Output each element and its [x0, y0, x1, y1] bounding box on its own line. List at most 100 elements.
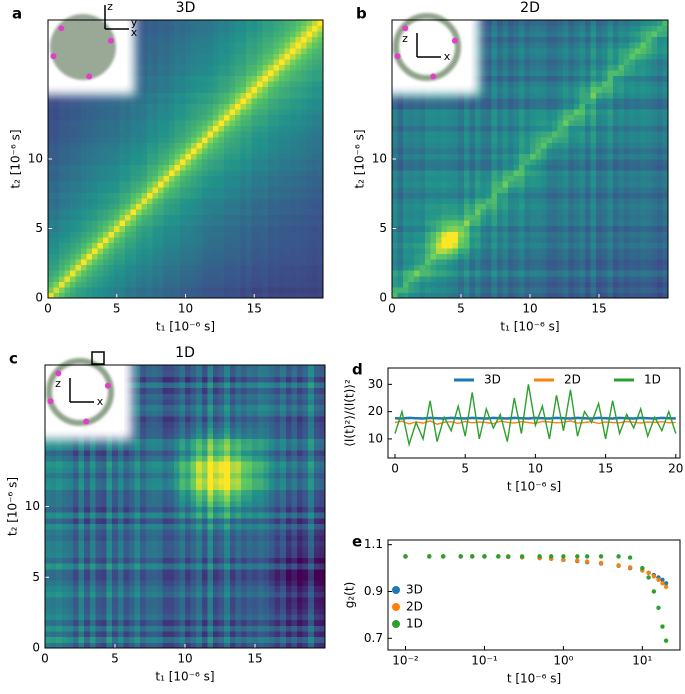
heatmap-cell	[453, 148, 459, 154]
heatmap-cell	[257, 137, 263, 143]
heatmap-cell	[213, 220, 219, 226]
heatmap-cell	[224, 76, 230, 82]
heatmap-cell	[524, 87, 530, 93]
heatmap-cell	[403, 254, 409, 260]
heatmap-cell	[530, 59, 536, 65]
heatmap-cell	[98, 109, 104, 115]
heatmap-cell	[409, 237, 415, 243]
heatmap-cell	[70, 215, 76, 221]
heatmap-cell	[607, 81, 613, 87]
heatmap-cell	[65, 237, 71, 243]
heatmap-cell	[301, 70, 307, 76]
heatmap-cell	[453, 287, 459, 293]
heatmap-cell	[142, 259, 148, 265]
heatmap-cell	[54, 192, 60, 198]
heatmap-cell	[296, 226, 302, 232]
heatmap-cell	[486, 226, 492, 232]
heatmap-cell	[241, 42, 247, 48]
heatmap-cell	[120, 115, 126, 121]
heatmap-cell	[219, 31, 225, 37]
heatmap-cell	[312, 26, 318, 32]
heatmap-cell	[59, 148, 65, 154]
heatmap-cell	[191, 176, 197, 182]
heatmap-cell	[191, 59, 197, 65]
heatmap-cell	[574, 115, 580, 121]
heatmap-cell	[307, 42, 313, 48]
heatmap-cell	[414, 120, 420, 126]
heatmap-cell	[76, 259, 82, 265]
heatmap-cell	[202, 31, 208, 37]
heatmap-cell	[502, 226, 508, 232]
heatmap-cell	[519, 109, 525, 115]
heatmap-cell	[513, 53, 519, 59]
heatmap-cell	[436, 248, 442, 254]
heatmap-cell	[569, 165, 575, 171]
heatmap-cell	[524, 259, 530, 265]
heatmap-cell	[153, 192, 159, 198]
heatmap-cell	[59, 153, 65, 159]
heatmap-cell	[657, 31, 663, 37]
heatmap-cell	[547, 48, 553, 54]
heatmap-cell	[59, 248, 65, 254]
heatmap-cell	[602, 70, 608, 76]
heatmap-cell	[48, 248, 54, 254]
heatmap-cell	[246, 81, 252, 87]
heatmap-cell	[213, 137, 219, 143]
heatmap-cell	[279, 176, 285, 182]
heatmap-cell	[486, 248, 492, 254]
heatmap-cell	[458, 120, 464, 126]
heatmap-cell	[657, 103, 663, 109]
heatmap-cell	[147, 137, 153, 143]
heatmap-cell	[59, 287, 65, 293]
heatmap-cell	[213, 181, 219, 187]
heatmap-cell	[202, 259, 208, 265]
heatmap-cell	[136, 276, 142, 282]
heatmap-cell	[290, 254, 296, 260]
heatmap-cell	[296, 59, 302, 65]
heatmap-cell	[296, 70, 302, 76]
heatmap-cell	[230, 31, 236, 37]
heatmap-cell	[563, 265, 569, 271]
heatmap-cell	[197, 226, 203, 232]
heatmap-cell	[629, 92, 635, 98]
heatmap-cell	[436, 287, 442, 293]
heatmap-cell	[142, 159, 148, 165]
heatmap-cell	[563, 198, 569, 204]
heatmap-cell	[651, 187, 657, 193]
heatmap-cell	[224, 209, 230, 215]
heatmap-cell	[235, 120, 241, 126]
heatmap-cell	[296, 209, 302, 215]
heatmap-cell	[197, 131, 203, 137]
heatmap-cell	[602, 276, 608, 282]
heatmap-cell	[469, 226, 475, 232]
heatmap-cell	[497, 20, 503, 26]
heatmap-cell	[646, 220, 652, 226]
heatmap-cell	[486, 115, 492, 121]
heatmap-cell	[480, 237, 486, 243]
heatmap-cell	[274, 148, 280, 154]
heatmap-cell	[164, 265, 170, 271]
heatmap-cell	[147, 270, 153, 276]
heatmap-cell	[246, 137, 252, 143]
heatmap-cell	[480, 142, 486, 148]
heatmap-cell	[98, 209, 104, 215]
heatmap-cell	[547, 237, 553, 243]
heatmap-cell	[591, 226, 597, 232]
heatmap-cell	[263, 170, 269, 176]
heatmap-cell	[513, 126, 519, 132]
heatmap-cell	[420, 192, 426, 198]
heatmap-cell	[290, 226, 296, 232]
heatmap-cell	[175, 115, 181, 121]
heatmap-cell	[186, 92, 192, 98]
heatmap-cell	[87, 270, 93, 276]
heatmap-cell	[252, 198, 258, 204]
heatmap-cell	[640, 259, 646, 265]
heatmap-cell	[301, 20, 307, 26]
heatmap-cell	[442, 165, 448, 171]
heatmap-cell	[147, 215, 153, 221]
heatmap-cell	[109, 242, 115, 248]
heatmap-cell	[279, 126, 285, 132]
heatmap-cell	[87, 153, 93, 159]
heatmap-cell	[274, 187, 280, 193]
heatmap-cell	[596, 53, 602, 59]
